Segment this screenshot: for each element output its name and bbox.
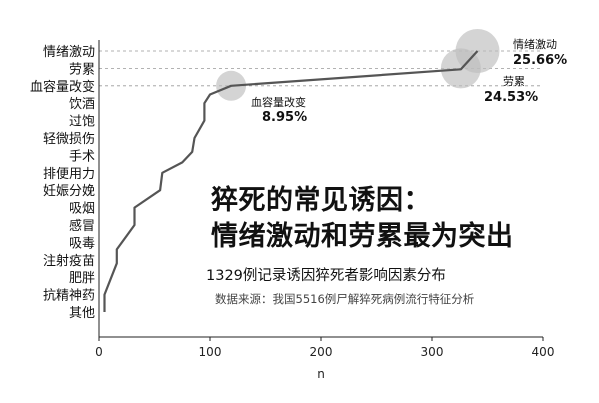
category-label: 其他 (69, 306, 95, 321)
headline-line-1: 猝死的常见诱因： (211, 185, 431, 216)
x-tick-labels: 0 100 200 300 400 (95, 337, 554, 359)
category-label: 感冒 (69, 218, 95, 234)
category-label: 情绪激动 (43, 45, 95, 60)
data-source-note: 数据来源：我国5516例尸解猝死病例流行特征分析 (215, 292, 475, 306)
category-label: 饮酒 (69, 97, 95, 112)
category-label: 吸烟 (69, 202, 95, 217)
category-label: 轻微损伤 (43, 132, 95, 147)
annotation-name: 血容量改变 (251, 95, 306, 109)
category-labels: 情绪激动劳累血容量改变饮酒过饱轻微损伤手术排便用力妊娠分娩吸烟感冒吸毒注射疫苗肥… (30, 45, 95, 321)
x-tick-label: 400 (532, 345, 555, 359)
annotation-name: 情绪激动 (513, 37, 557, 51)
category-label: 排便用力 (43, 167, 95, 182)
category-label: 妊娠分娩 (43, 184, 95, 199)
annotation-value: 8.95% (262, 110, 307, 125)
grid-lines (99, 50, 543, 87)
category-label: 肥胖 (69, 271, 95, 286)
x-axis-label: n (317, 367, 325, 381)
x-tick-label: 200 (310, 345, 333, 359)
category-label: 血容量改变 (30, 79, 95, 95)
series-line (103, 50, 479, 312)
category-label: 手术 (69, 149, 95, 164)
category-label: 吸毒 (69, 236, 95, 251)
highlight-bubbles (216, 29, 500, 101)
x-tick-label: 100 (199, 345, 222, 359)
annotation-name: 劳累 (503, 75, 525, 88)
annotation-value: 25.66% (513, 53, 567, 68)
series-line-group (103, 50, 479, 312)
annotation-value: 24.53% (484, 90, 538, 105)
x-tick-label: 300 (421, 345, 444, 359)
category-label: 注射疫苗 (43, 253, 95, 269)
category-label: 抗精神药 (43, 289, 95, 304)
category-label: 过饱 (69, 115, 95, 130)
x-tick-label: 0 (95, 345, 103, 359)
category-label: 劳累 (69, 61, 95, 77)
headline-line-2: 情绪激动和劳累最为突出 (211, 221, 514, 252)
chart-subtitle: 1329例记录诱因猝死者影响因素分布 (206, 268, 446, 284)
